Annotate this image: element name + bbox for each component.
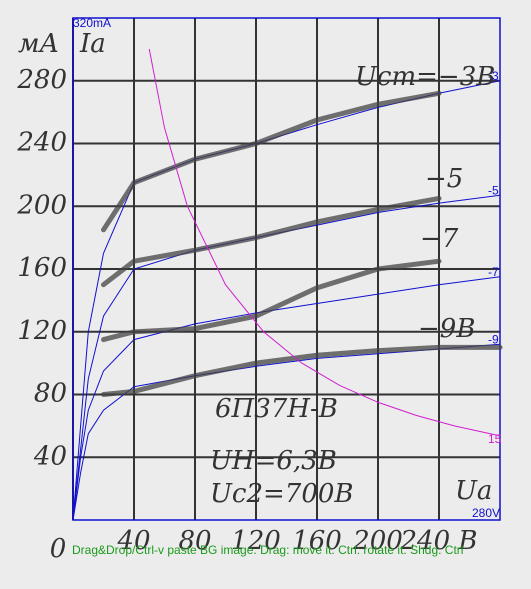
x-tick-label: 120 [231, 526, 281, 556]
y-tick-label: 40 [33, 441, 67, 471]
y-tick-label: 240 [16, 128, 67, 158]
annotation: 6П37Н-В [215, 394, 338, 424]
y-limit-label: 320mA [73, 16, 111, 30]
y-tick-label: 160 [17, 253, 67, 283]
x-limit-label: 280V [472, 506, 500, 520]
x-tick-label: 200 [352, 526, 403, 556]
curve-label: Uст=−3В [355, 62, 495, 92]
curve [148, 48, 501, 437]
curve-label: -5 [488, 183, 499, 197]
x-axis-label: Ua [455, 476, 492, 506]
status-text: Drag&Drop/Ctrl-v paste BG image. Drag: m… [72, 543, 463, 557]
curve-label: -3 [488, 69, 499, 83]
y-tick-label: 80 [34, 379, 67, 409]
curve-label: −7 [420, 224, 459, 254]
curve-label: -9 [488, 332, 499, 346]
curve [101, 90, 442, 233]
y-tick-label: 280 [16, 65, 67, 95]
curve-label: −5 [425, 164, 463, 194]
curve-label: 15 [488, 432, 502, 446]
annotation: UН=6,3В [210, 446, 337, 476]
curve [101, 195, 442, 288]
x-tick-label: 240 B [400, 526, 478, 556]
curve [101, 258, 442, 343]
curve [101, 344, 503, 397]
y-tick-label: 200 [16, 190, 67, 220]
x-tick-label: 160 [292, 526, 342, 556]
curve-label: −9В [418, 314, 475, 344]
y-tick-label: 120 [17, 316, 67, 346]
x-tick-label: 40 [116, 526, 150, 556]
y-unit-label: мА [18, 29, 59, 59]
curve [72, 276, 501, 521]
y-axis-label: Ia [79, 29, 106, 59]
x-tick-label: 80 [178, 526, 211, 556]
curve-label: -7 [488, 265, 499, 279]
plot-frame [72, 17, 501, 521]
x-tick-label: 0 [50, 534, 67, 564]
annotation: Uс2=700В [210, 479, 354, 509]
